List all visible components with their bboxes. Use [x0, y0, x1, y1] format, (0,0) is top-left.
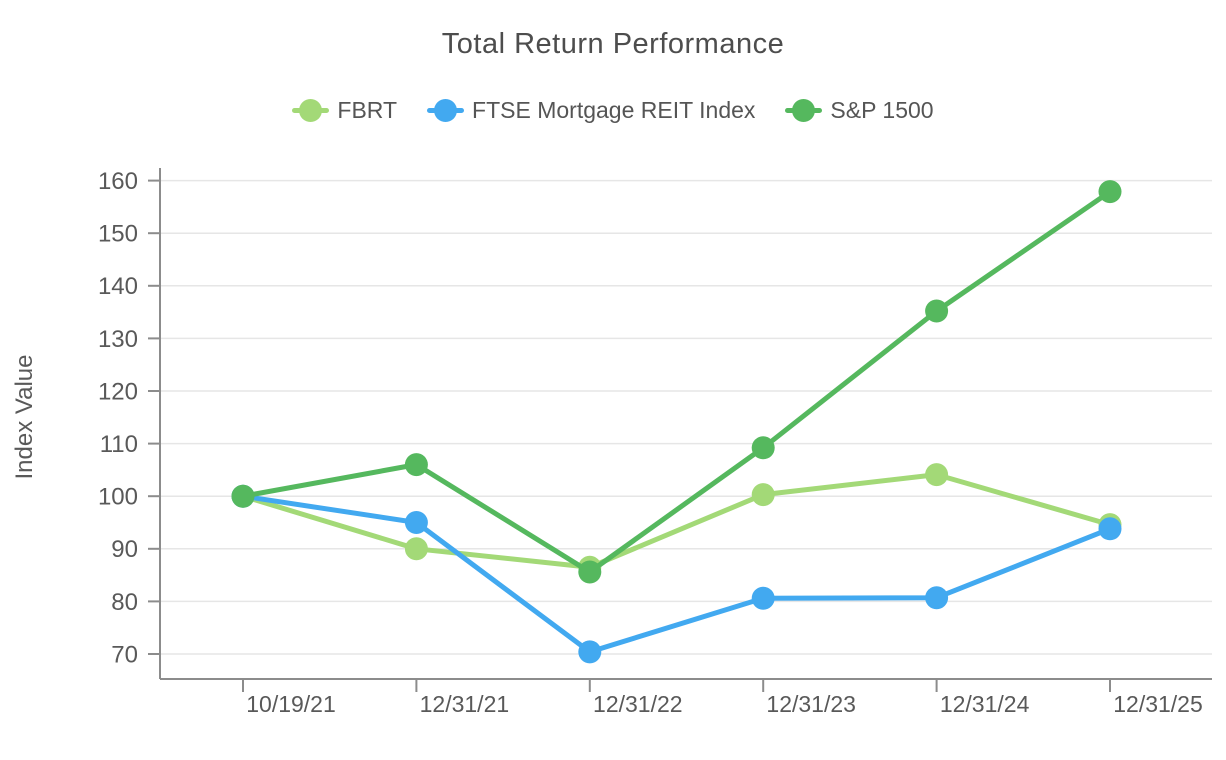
series-line-ftse-mortgage-reit-index: [240, 493, 1113, 655]
data-point-fbrt: [404, 537, 428, 561]
data-point-s-p-1500: [404, 453, 428, 477]
y-axis-tick-label: 130: [98, 326, 138, 353]
legend-item-fbrt: FBRT: [292, 97, 397, 124]
data-point-s-p-1500: [925, 299, 949, 323]
data-point-ftse-mortgage-reit-index: [404, 511, 428, 534]
data-point-fbrt: [925, 463, 949, 487]
legend-marker-icon: [785, 98, 823, 123]
y-axis-tick-label: 70: [111, 641, 138, 668]
x-axis-tick-label: 12/31/25: [1113, 691, 1203, 717]
data-point-s-p-1500: [578, 560, 602, 584]
chart-legend: FBRT FTSE Mortgage REIT Index S&P 1500: [0, 97, 1226, 124]
data-point-ftse-mortgage-reit-index: [751, 586, 775, 610]
legend-dot-icon: [792, 99, 816, 122]
data-point-s-p-1500: [231, 484, 255, 508]
legend-dot-icon: [299, 99, 323, 122]
x-axis-tick-label: 10/19/21: [246, 691, 336, 717]
y-axis-tick-label: 100: [98, 484, 138, 511]
y-axis-tick-label: 160: [98, 168, 138, 195]
legend-marker-icon: [292, 98, 330, 123]
legend-label: FTSE Mortgage REIT Index: [472, 97, 756, 123]
legend-marker-icon: [427, 98, 465, 123]
data-point-s-p-1500: [1098, 180, 1122, 204]
data-point-fbrt: [751, 483, 775, 507]
legend-item-s-p-1500: S&P 1500: [785, 97, 934, 124]
data-point-ftse-mortgage-reit-index: [1098, 517, 1122, 541]
chart-title: Total Return Performance: [441, 28, 785, 60]
y-axis-tick-label: 80: [111, 589, 138, 616]
series-line-s-p-1500: [240, 189, 1113, 575]
data-point-s-p-1500: [751, 436, 775, 460]
x-axis-tick-label: 12/31/22: [593, 691, 683, 717]
y-axis-title: Index Value: [11, 355, 38, 480]
legend-label: S&P 1500: [830, 97, 934, 123]
legend-dot-icon: [434, 99, 458, 122]
x-axis-tick-label: 12/31/23: [766, 691, 856, 717]
series-line-fbrt: [240, 472, 1113, 570]
y-axis-tick-label: 150: [98, 221, 138, 248]
data-point-ftse-mortgage-reit-index: [925, 586, 949, 610]
data-point-ftse-mortgage-reit-index: [578, 640, 602, 664]
y-axis-tick-label: 110: [100, 431, 138, 458]
y-axis-tick-label: 120: [98, 378, 138, 405]
y-axis-tick-label: 90: [111, 536, 138, 563]
legend-item-ftse-mortgage-reit-index: FTSE Mortgage REIT Index: [427, 97, 755, 124]
legend-label: FBRT: [337, 97, 398, 123]
x-axis-tick-label: 12/31/21: [420, 691, 510, 717]
x-axis-tick-label: 12/31/24: [940, 691, 1030, 717]
y-axis-tick-label: 140: [98, 273, 138, 300]
